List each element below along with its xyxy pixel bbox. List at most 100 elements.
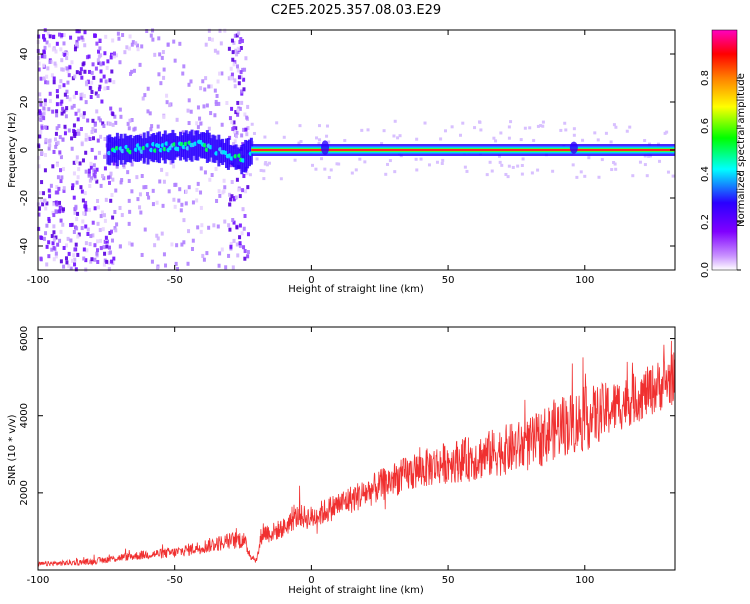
noise-cell [536,168,540,172]
noise-cell [337,162,341,166]
noise-cell [238,235,242,240]
noise-cell [38,92,42,97]
noise-cell [218,251,222,256]
noise-cell [66,236,70,241]
noise-cell [237,75,241,80]
noise-cell [99,134,103,139]
noise-cell [47,139,51,144]
noise-cell [196,225,200,230]
noise-cell [238,223,242,228]
noise-cell [146,192,150,197]
spectrogram-y-label: Frequency (Hz) [7,112,18,188]
noise-cell [212,223,216,228]
noise-cell [39,130,43,135]
noise-cell [325,134,329,138]
noise-cell [246,104,250,109]
noise-cell [144,185,148,190]
noise-cell [242,245,246,250]
noise-cell [74,111,78,116]
signal-cell [186,133,190,158]
noise-cell [519,138,523,142]
y-tick-label: 20 [19,96,30,109]
noise-cell [532,138,536,142]
noise-cell [173,182,177,187]
noise-cell [492,136,496,140]
noise-cell [238,243,242,248]
noise-cell [62,207,66,212]
noise-cell [67,73,71,78]
noise-cell [610,168,614,172]
noise-cell [149,127,153,132]
noise-cell [114,188,118,193]
signal-cell [131,138,135,160]
signal-cell [159,136,163,158]
noise-cell [612,123,616,127]
noise-cell [61,67,65,72]
noise-cell [66,80,70,85]
noise-cell [102,74,106,79]
noise-cell [233,78,237,83]
colorbar-tick-label: 0.6 [700,118,711,134]
noise-cell [112,80,116,85]
noise-cell [234,110,238,115]
noise-cell [143,227,147,232]
noise-cell [56,140,60,145]
noise-cell [392,134,396,138]
noise-cell [82,114,86,119]
noise-cell [244,189,248,194]
noise-cell [81,37,85,42]
noise-cell [63,50,67,55]
noise-cell [218,71,222,76]
noise-cell [109,198,113,203]
noise-cell [146,86,150,91]
noise-cell [84,258,88,263]
noise-cell [84,150,88,155]
noise-cell [74,42,78,47]
noise-cell [74,90,78,95]
noise-cell [87,69,91,74]
noise-cell [70,146,74,151]
noise-cell [41,191,45,196]
noise-cell [107,245,111,250]
noise-cell [74,205,78,210]
snr-ticks: -100 -50 0 50 100 2000 4000 6000 [19,326,675,586]
noise-cell [119,114,123,119]
noise-cell [205,251,209,256]
noise-cell [105,239,109,244]
noise-cell [95,179,99,184]
noise-cell [102,213,106,218]
noise-cell [42,236,46,241]
noise-cell [187,98,191,103]
signal-cell [146,131,150,165]
noise-cell [50,73,54,78]
noise-cell [173,58,177,63]
noise-cell [458,133,462,137]
noise-cell [343,138,347,142]
noise-cell [172,164,176,169]
colorbar-tick-label: 0.8 [700,70,711,86]
noise-cell [60,58,64,63]
signal-cell [152,133,156,163]
noise-cell [54,49,58,54]
noise-cell [44,137,48,142]
noise-cell [40,180,44,185]
noise-cell [199,86,203,91]
noise-cell [209,111,213,116]
noise-cell [575,175,579,179]
noise-cell [218,28,222,33]
noise-cell [53,61,57,66]
noise-cell [97,87,101,92]
noise-cell [127,198,131,203]
noise-cell [92,168,96,173]
spectrogram-panel: -100 -50 0 50 100 -40 -20 0 20 40 Height of strai… [7,28,676,295]
noise-cell [614,167,618,171]
noise-cell [55,126,59,131]
noise-cell [55,89,59,94]
signal-cell [179,131,183,161]
noise-cell [81,211,85,216]
noise-cell [95,109,99,114]
noise-cell [70,222,74,227]
noise-cell [572,133,576,137]
noise-cell [160,167,164,172]
